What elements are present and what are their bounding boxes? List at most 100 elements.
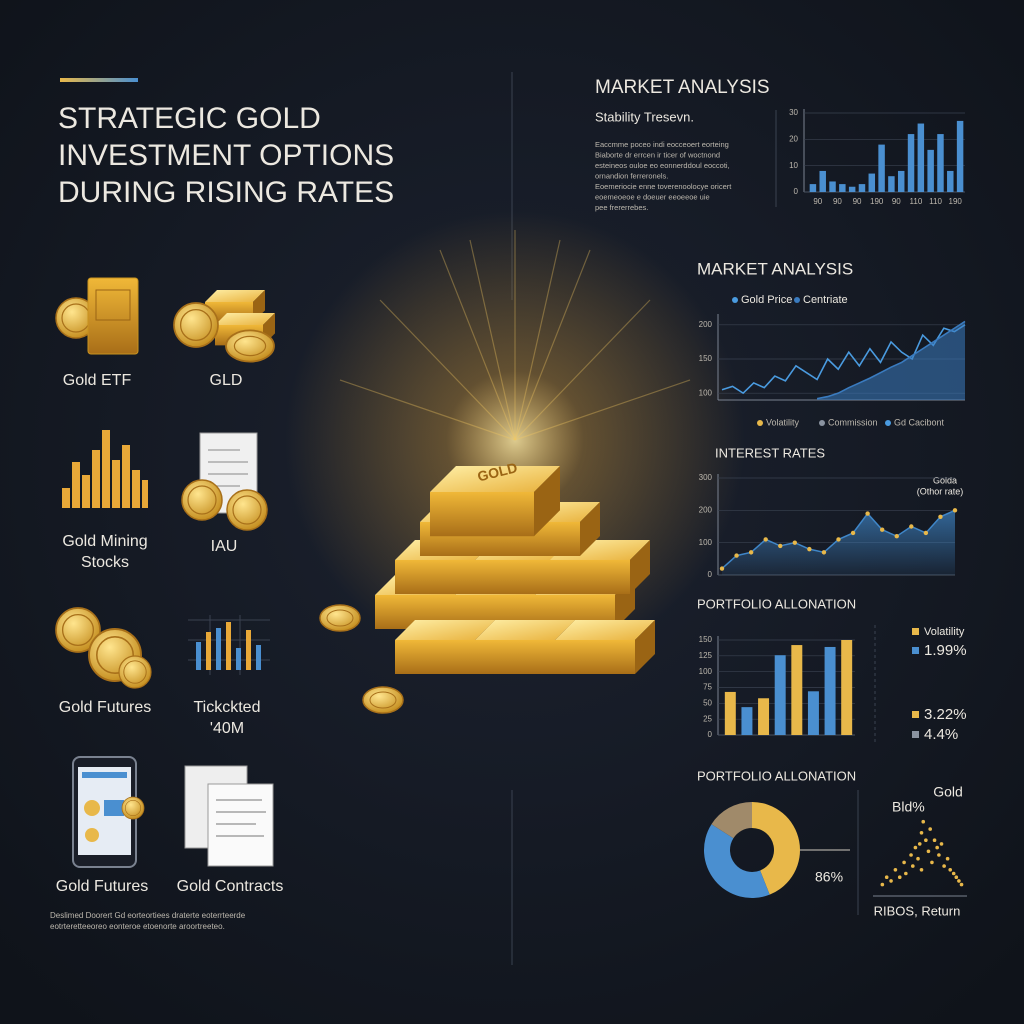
- bar: [839, 184, 846, 192]
- icon-mining-chart-part: [62, 488, 70, 508]
- legend-label: 1.99%: [924, 642, 967, 659]
- x-tick-label: 90: [853, 197, 862, 206]
- x-tick-label: 190: [870, 197, 884, 206]
- legend-dot: [732, 297, 738, 303]
- chart-title: PORTFOLIO ALLONATION: [697, 768, 856, 783]
- legend-swatch: [912, 628, 919, 635]
- bar: [774, 655, 786, 735]
- option-label: IAU: [211, 538, 238, 555]
- bar: [741, 707, 753, 735]
- pie-slice: [752, 802, 801, 895]
- footnote: eotrteretteeoreo eonteroe etoenorte aroo…: [50, 922, 225, 931]
- pie-slice: [704, 824, 770, 898]
- legend-swatch: [912, 647, 919, 654]
- marker: [952, 508, 958, 513]
- scatter-point: [930, 860, 934, 865]
- legend-label: Centriate: [803, 294, 848, 306]
- chart-note: Biaborte dr errcen ir ticer of woctnond: [595, 150, 720, 159]
- icon-gold-etf-part: [95, 289, 131, 321]
- y-tick-label: 300: [699, 473, 713, 482]
- annotation: Golda: [933, 475, 957, 485]
- icon-ticker-chart-part: [246, 630, 251, 670]
- chart-note: ornandion ferreronels.: [595, 171, 668, 180]
- chart-note: Eaccmme poceo indi eocceoert eorteing: [595, 140, 729, 149]
- annotation: 86%: [815, 869, 843, 885]
- icon-ticker-chart-part: [216, 628, 221, 670]
- bar: [858, 184, 866, 192]
- x-axis-label: RIBOS, Return: [874, 903, 961, 918]
- bar: [819, 170, 826, 192]
- bar: [791, 645, 803, 735]
- option-label: GLD: [210, 372, 243, 389]
- scatter-point: [889, 879, 893, 883]
- icon-futures-coins-part: [118, 655, 152, 689]
- glow-part-part: [469, 239, 516, 441]
- bar: [907, 134, 915, 192]
- y-tick-label: 150: [699, 635, 713, 644]
- scatter-point: [959, 882, 964, 887]
- x-tick-label: 190: [949, 197, 963, 206]
- scatter-point: [919, 831, 924, 835]
- pie-slice: [711, 802, 752, 839]
- x-tick-label: 90: [833, 197, 842, 206]
- scatter-point: [942, 864, 946, 868]
- footnote: Deslimed Doorert Gd eorteortiees dratert…: [50, 911, 246, 920]
- legend-dot: [819, 420, 825, 426]
- bar: [878, 144, 885, 192]
- option-label: '40M: [210, 720, 244, 737]
- legend-label: 3.22%: [924, 706, 967, 723]
- scatter-point: [893, 868, 898, 872]
- icon-ticker-chart-part: [236, 648, 241, 670]
- legend-label: Gold Price: [741, 294, 792, 306]
- y-tick-label: 75: [703, 683, 712, 692]
- y-tick-label: 150: [699, 354, 713, 363]
- x-tick-label: 90: [813, 197, 822, 206]
- marker: [865, 511, 870, 516]
- icon-ticker-chart-part: [196, 642, 201, 670]
- page-title: DURING RISING RATES: [58, 176, 394, 209]
- chart-note: Eoemeriocie enne toverenoolocye oricert: [595, 182, 732, 191]
- icon-iau: [181, 432, 268, 531]
- scatter-point: [909, 853, 913, 857]
- scatter-point: [924, 838, 928, 842]
- scatter-point: [904, 871, 908, 876]
- icon-iau-part: [226, 489, 268, 531]
- marker: [909, 524, 914, 529]
- chart-title: PORTFOLIO ALLONATION: [697, 596, 856, 611]
- y-tick-label: 30: [789, 108, 798, 117]
- scatter-point: [937, 853, 941, 857]
- chart-subtitle: Stability Tresevn.: [595, 109, 694, 124]
- bar: [927, 149, 934, 192]
- icon-phone-part: [84, 800, 100, 816]
- icon-mining-chart-part: [82, 475, 90, 508]
- y-tick-label: 100: [699, 388, 713, 397]
- icon-mining-chart-part: [142, 480, 148, 508]
- glow-part-part: [514, 249, 591, 441]
- accent-line: [60, 78, 138, 82]
- series-label: Gold: [933, 784, 963, 800]
- glow-part-part: [514, 299, 651, 441]
- icon-mining-chart: [62, 430, 148, 508]
- option-label: Gold Contracts: [177, 878, 284, 895]
- glow-part: [339, 230, 691, 441]
- bar: [807, 691, 819, 735]
- scatter-point: [880, 882, 885, 887]
- icon-phone: [72, 756, 145, 868]
- icon-mining-chart-part: [72, 462, 80, 508]
- area: [817, 321, 965, 400]
- legend-label: Volatility: [766, 417, 800, 427]
- bar: [841, 640, 853, 735]
- legend-label: Commission: [828, 417, 878, 427]
- glow-part-part: [514, 379, 691, 441]
- bar: [897, 170, 905, 192]
- scatter-point: [928, 827, 932, 831]
- scatter-point: [945, 856, 950, 861]
- bar: [937, 134, 944, 192]
- y-tick-label: 20: [789, 134, 798, 143]
- bar: [888, 176, 895, 192]
- legend-swatch: [912, 731, 919, 738]
- icon-ticker-chart-part: [206, 632, 211, 670]
- bar: [809, 184, 817, 192]
- bar: [758, 698, 770, 735]
